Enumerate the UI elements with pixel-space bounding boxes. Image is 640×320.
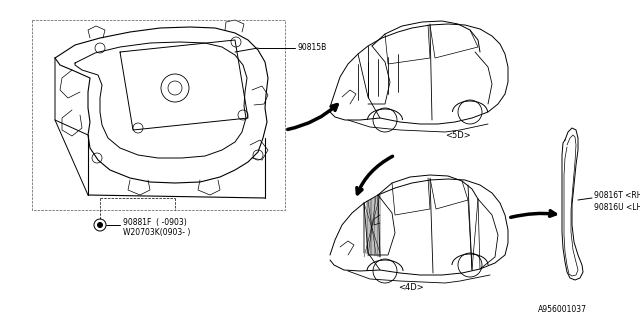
Text: 90816U <LH>: 90816U <LH> [594, 203, 640, 212]
Text: <5D>: <5D> [445, 131, 471, 140]
Text: 90816T <RH>: 90816T <RH> [594, 191, 640, 201]
Text: A956001037: A956001037 [538, 306, 587, 315]
Text: <4D>: <4D> [398, 284, 424, 292]
Text: W20703K(0903- ): W20703K(0903- ) [123, 228, 190, 236]
Circle shape [97, 222, 102, 228]
Text: 90881F  ( -0903): 90881F ( -0903) [123, 218, 187, 227]
Text: 90815B: 90815B [297, 44, 326, 52]
